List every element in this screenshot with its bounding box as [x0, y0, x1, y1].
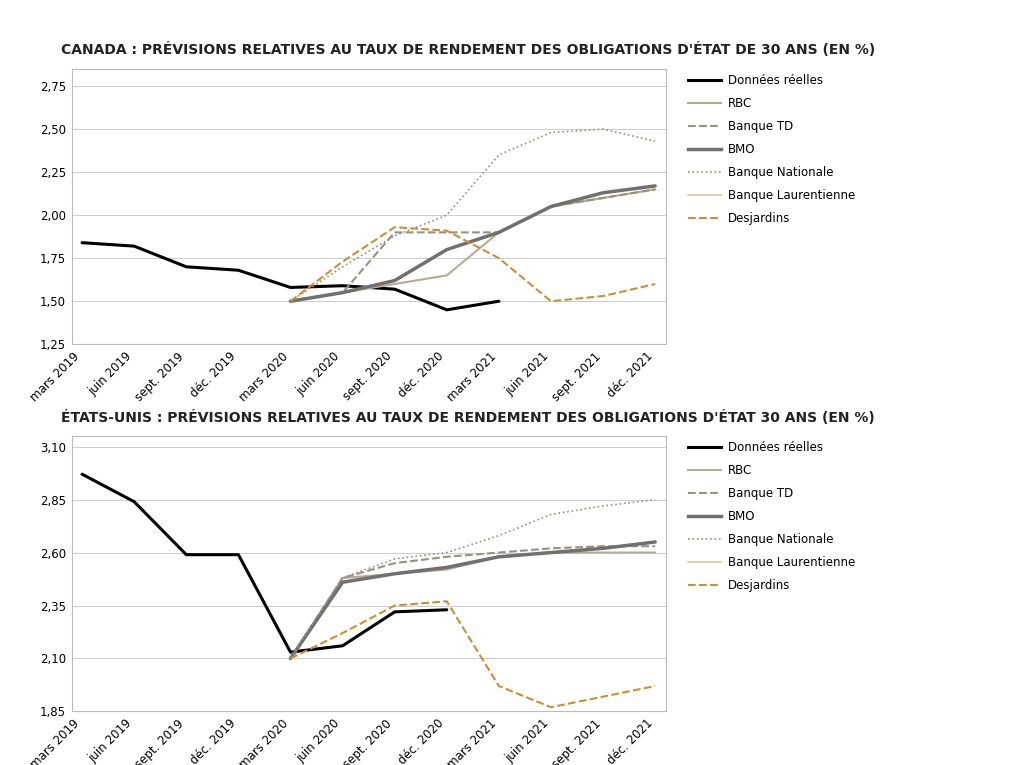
Text: ÉTATS-UNIS : PRÉVISIONS RELATIVES AU TAUX DE RENDEMENT DES OBLIGATIONS D'ÉTAT 30: ÉTATS-UNIS : PRÉVISIONS RELATIVES AU TAU…	[61, 409, 876, 425]
Text: CANADA : PRÉVISIONS RELATIVES AU TAUX DE RENDEMENT DES OBLIGATIONS D'ÉTAT DE 30 : CANADA : PRÉVISIONS RELATIVES AU TAUX DE…	[61, 42, 876, 57]
Legend: Données réelles, RBC, Banque TD, BMO, Banque Nationale, Banque Laurentienne, Des: Données réelles, RBC, Banque TD, BMO, Ba…	[683, 70, 860, 230]
Legend: Données réelles, RBC, Banque TD, BMO, Banque Nationale, Banque Laurentienne, Des: Données réelles, RBC, Banque TD, BMO, Ba…	[683, 437, 860, 597]
